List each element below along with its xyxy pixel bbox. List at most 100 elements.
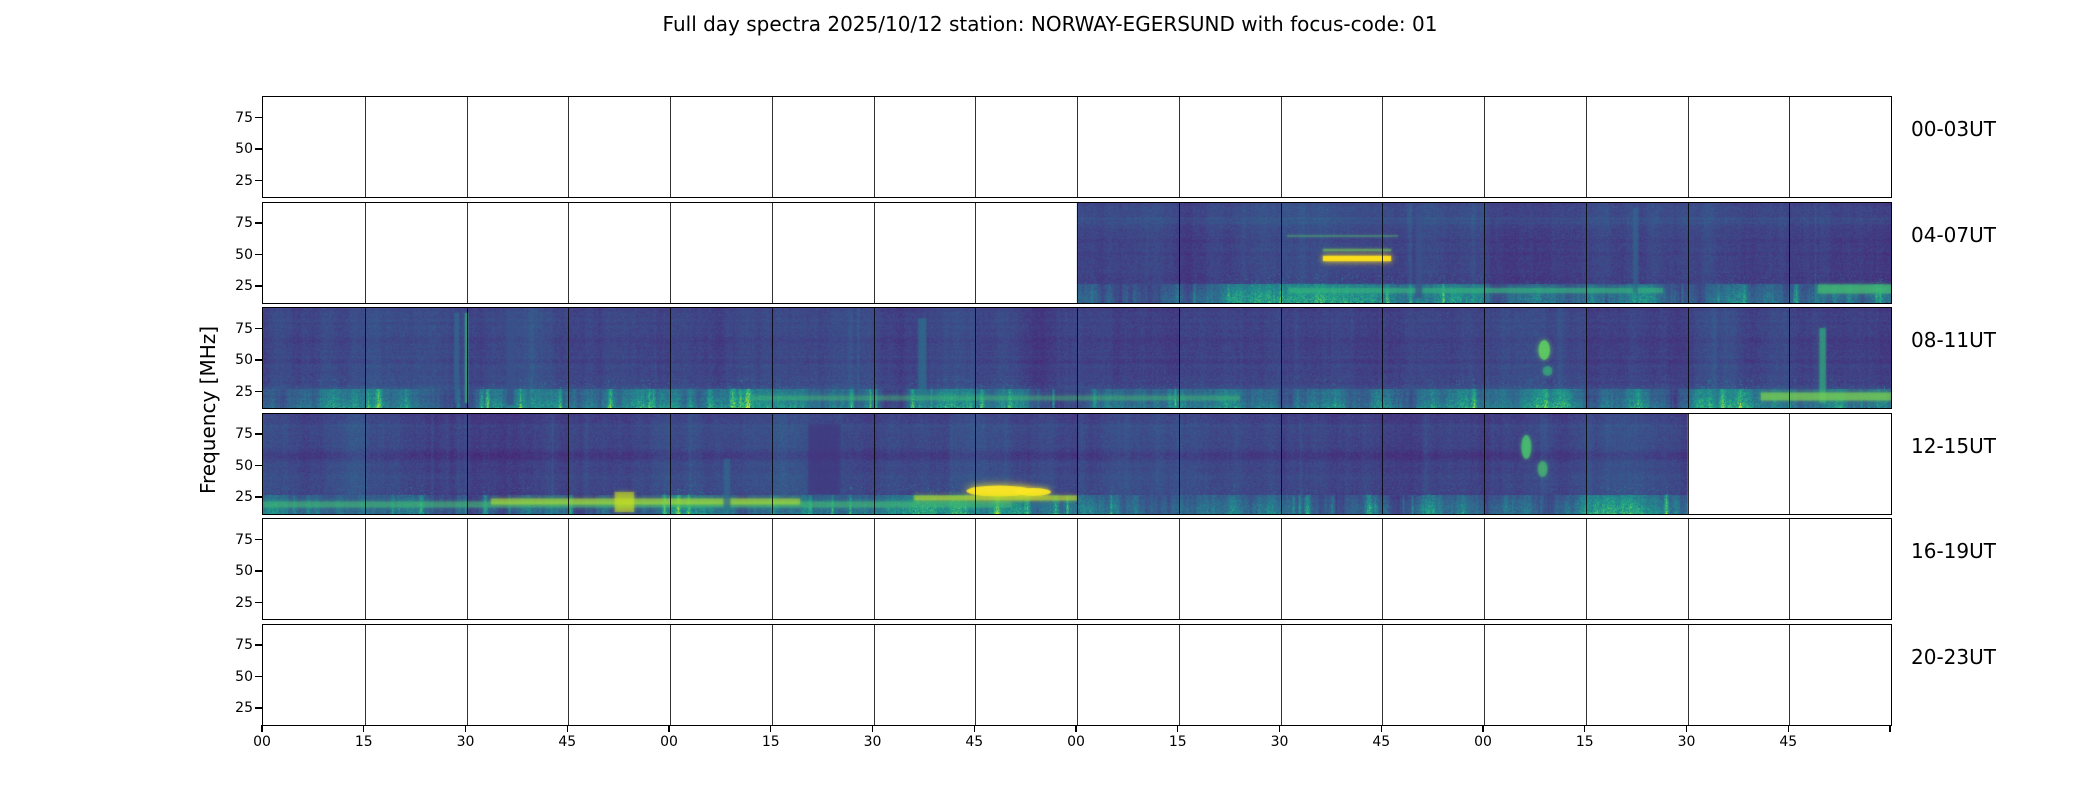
panel-divider: [364, 202, 366, 303]
panel-divider: [771, 624, 773, 725]
y-tick-label: 25: [235, 489, 253, 505]
y-tick-label: 50: [235, 563, 253, 579]
x-tick-mark: [973, 724, 975, 732]
panel-divider: [1077, 308, 1078, 408]
y-tick-label: 75: [235, 426, 253, 442]
x-tick-label: 45: [1779, 733, 1798, 750]
panel-divider: [1280, 97, 1282, 197]
panel-divider: [670, 624, 671, 725]
x-tick-mark: [1889, 724, 1891, 732]
panel-divider: [568, 97, 570, 197]
x-tick-label: 15: [354, 733, 373, 750]
panel-divider: [1280, 519, 1282, 619]
time-block-label: 04-07UT: [1911, 222, 1996, 247]
panel-divider: [873, 97, 875, 197]
panel-divider: [1687, 519, 1689, 619]
panel-divider: [1178, 308, 1180, 408]
y-tick-label: 25: [235, 278, 253, 294]
x-tick-label: 45: [558, 733, 577, 750]
x-tick-label: 45: [965, 733, 984, 750]
y-tick-mark: [255, 644, 262, 646]
x-tick-mark: [261, 724, 263, 732]
y-tick-mark: [255, 707, 262, 709]
panel-divider: [873, 308, 875, 408]
time-block-label: 08-11UT: [1911, 328, 1996, 352]
panel-divider: [1178, 519, 1180, 619]
x-tick-label: 00: [253, 733, 271, 750]
y-tick-mark: [255, 327, 262, 330]
panel-divider: [466, 202, 468, 303]
y-tick-mark: [255, 179, 262, 182]
panel-divider: [1484, 519, 1485, 619]
panel-divider: [975, 202, 977, 303]
panel-divider: [1382, 97, 1384, 197]
x-tick-label: 45: [1372, 733, 1391, 750]
spectrogram-row-00-03ut: 75 50 25 00-03UT: [235, 96, 1996, 198]
x-tick-label: 30: [1677, 733, 1696, 750]
panel-divider: [771, 519, 773, 619]
panel-divider: [975, 97, 977, 197]
panel-divider: [670, 519, 671, 619]
x-tick-mark: [871, 724, 874, 732]
panel-divider: [1789, 519, 1791, 619]
panel-divider: [975, 519, 977, 619]
panel-divider: [670, 308, 671, 408]
y-tick-label: 50: [235, 141, 253, 157]
x-tick-mark: [1584, 724, 1586, 732]
x-tick-mark: [464, 724, 467, 732]
x-tick-mark: [1787, 724, 1789, 732]
panel-divider: [1687, 202, 1689, 303]
panel-divider: [670, 202, 671, 303]
y-tick-mark: [255, 601, 262, 604]
panel-divider: [1585, 97, 1587, 197]
time-block-label: 12-15UT: [1911, 433, 1996, 458]
panel-divider: [1280, 624, 1282, 725]
panel-divider: [1382, 624, 1384, 725]
y-tick-mark: [255, 496, 262, 498]
panel-divider: [466, 624, 468, 725]
x-tick-label: 00: [1474, 733, 1492, 750]
y-tick-label: 50: [235, 457, 253, 474]
panel-divider: [1280, 202, 1282, 303]
panel-divider: [466, 97, 468, 197]
y-tick-label: 25: [235, 172, 253, 189]
y-tick-mark: [255, 570, 262, 572]
y-tick-mark: [255, 464, 262, 467]
panel-divider: [873, 413, 875, 514]
panel-divider: [1687, 308, 1689, 408]
panel-divider: [568, 624, 570, 725]
panel-divider: [364, 519, 366, 619]
panel-divider: [1484, 308, 1485, 408]
panel-divider: [1280, 413, 1282, 514]
x-tick-mark: [1075, 724, 1077, 732]
panel-divider: [771, 308, 773, 408]
panel-divider: [568, 308, 570, 408]
panel-divider: [1077, 413, 1078, 514]
panel-divider: [1077, 624, 1078, 725]
x-tick-mark: [770, 724, 772, 732]
x-tick-mark: [1177, 724, 1179, 732]
x-tick-mark: [363, 724, 365, 732]
x-tick-label: 15: [1575, 733, 1594, 750]
panel-divider: [1178, 97, 1180, 197]
panel-divider: [1280, 308, 1282, 408]
spectrogram-row-16-19ut: 75 50 25 16-19UT: [235, 518, 1996, 620]
panel-divider: [1789, 624, 1791, 725]
time-block-label: 20-23UT: [1911, 644, 1996, 669]
panel-divider: [1178, 624, 1180, 725]
y-tick-label: 50: [235, 668, 253, 685]
y-tick-mark: [255, 675, 262, 678]
y-tick-mark: [255, 285, 262, 287]
panel-divider: [1178, 413, 1180, 514]
panel-divider: [1484, 413, 1485, 514]
chart-title: Full day spectra 2025/10/12 station: NOR…: [662, 12, 1438, 36]
panel-divider: [1789, 413, 1791, 514]
panel-divider: [670, 97, 671, 197]
panel-divider: [1484, 624, 1485, 725]
panel-divider: [670, 413, 671, 514]
panel-divider: [364, 97, 366, 197]
x-tick-mark: [1278, 724, 1281, 732]
panel-divider: [568, 413, 570, 514]
panel-divider: [1382, 413, 1384, 514]
